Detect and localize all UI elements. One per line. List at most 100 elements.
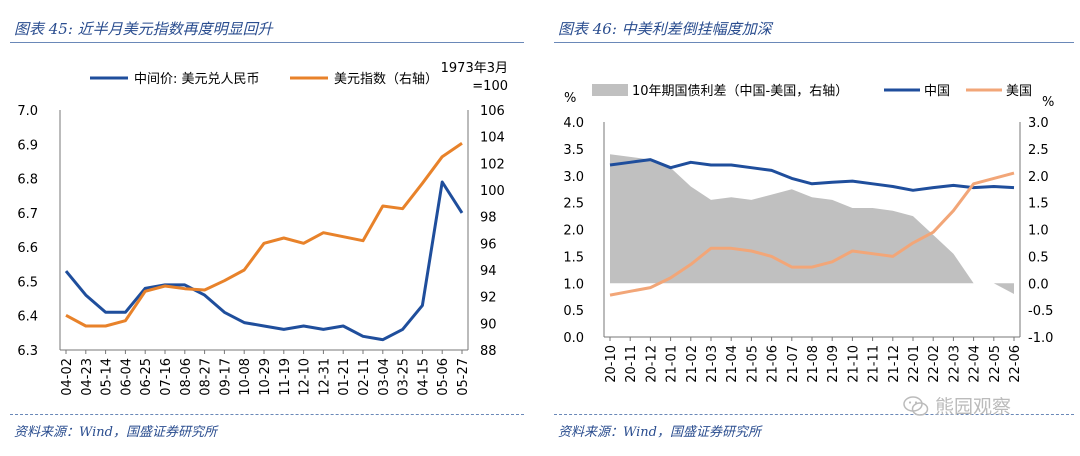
- y-right-tick-label: 96: [480, 237, 497, 252]
- y-left-tick-label: 6.3: [17, 344, 38, 359]
- y-left-tick-label: 0.0: [563, 331, 584, 346]
- x-tick-label: 22-03: [947, 345, 962, 383]
- y-right-tick-label: 92: [480, 291, 497, 306]
- y-right-tick-label: 100: [480, 184, 505, 199]
- x-tick-label: 05-06: [436, 358, 451, 396]
- x-tick-label: 21-11: [867, 345, 882, 383]
- x-tick-label: 08-27: [199, 358, 214, 396]
- y-right-tick-label: 98: [480, 211, 497, 226]
- wechat-icon: [903, 395, 929, 416]
- y-left-tick-label: 6.4: [17, 310, 38, 325]
- x-tick-label: 22-04: [968, 345, 983, 383]
- y-right-tick-label: 1.0: [1028, 224, 1049, 239]
- x-tick-label: 05-27: [456, 358, 471, 396]
- y-right-tick-label: 2.0: [1028, 170, 1049, 185]
- x-tick-label: 21-10: [846, 345, 861, 383]
- y-left-tick-label: 3.5: [563, 143, 584, 158]
- x-tick-label: 20-12: [644, 345, 659, 383]
- x-tick-label: 21-07: [786, 345, 801, 383]
- legend-label: 中国: [924, 84, 950, 99]
- legend-swatch: [592, 84, 628, 96]
- y-left-unit: %: [564, 91, 576, 106]
- x-tick-label: 05-14: [100, 358, 115, 396]
- x-tick-label: 21-04: [725, 345, 740, 383]
- y-right-tick-label: 0.0: [1028, 277, 1049, 292]
- x-tick-label: 21-09: [826, 345, 841, 383]
- right-chart: 0.0 0.5 1.0 1.5 2.0 2.5 3.0 3.5 4.0 -1.0 -0.5 0.0 0.…: [563, 84, 1054, 383]
- x-tick-label: 11-19: [278, 358, 293, 396]
- x-tick-label: 22-05: [988, 345, 1003, 383]
- watermark-text: 熊园观察: [935, 396, 1012, 418]
- right-title-rule: [554, 42, 1074, 43]
- x-tick-label: 21-02: [685, 345, 700, 383]
- y-left-tick-label: 1.0: [563, 277, 584, 292]
- y-right-tick-label: 3.0: [1028, 116, 1049, 131]
- y-left-tick-label: 1.5: [563, 250, 584, 265]
- x-tick-label: 22-01: [907, 345, 922, 383]
- watermark: 熊园观察: [903, 392, 1011, 419]
- y-left-tick-label: 6.6: [17, 241, 38, 256]
- y-right-unit-note: =100: [472, 79, 508, 94]
- x-tick-label: 21-12: [887, 345, 902, 383]
- right-source-rule: [554, 414, 1074, 415]
- x-tick-label: 12-10: [298, 358, 313, 396]
- x-tick-label: 04-02: [60, 358, 75, 396]
- x-tick-label: 10-08: [238, 358, 253, 396]
- y-left-tick-label: 6.8: [17, 173, 38, 188]
- x-tick-label: 21-01: [665, 345, 680, 383]
- y-right-unit-note: 1973年3月: [441, 61, 508, 76]
- right-panel-title: 图表 46: 中美利差倒挂幅度加深: [558, 20, 772, 38]
- left-source: 资料来源：Wind，国盛证券研究所: [14, 425, 217, 440]
- y-right-tick-label: 104: [480, 131, 505, 146]
- legend-label: 美元指数（右轴）: [334, 72, 438, 87]
- y-left-tick-label: 2.0: [563, 224, 584, 239]
- us-10y-yield-line: [609, 171, 1015, 297]
- y-left-tick-label: 3.0: [563, 170, 584, 185]
- x-tick-label: 08-06: [179, 358, 194, 396]
- legend-label: 10年期国债利差（中国-美国，右轴）: [632, 84, 848, 99]
- left-chart: 6.3 6.4 6.5 6.6 6.7 6.8 6.9 7.0 88 90 92 94 96 98 100 1…: [17, 61, 508, 396]
- right-source: 资料来源：Wind，国盛证券研究所: [558, 425, 761, 440]
- x-tick-label: 09-17: [218, 358, 233, 396]
- y-right-tick-label: 90: [480, 317, 497, 332]
- x-tick-label: 20-10: [604, 345, 619, 383]
- y-left-tick-label: 6.7: [17, 207, 38, 222]
- x-tick-label: 22-02: [927, 345, 942, 383]
- y-right-tick-label: -0.5: [1028, 304, 1053, 319]
- y-right-tick-label: 1.5: [1028, 197, 1049, 212]
- y-right-tick-label: 94: [480, 264, 497, 279]
- legend-label: 中间价: 美元兑人民币: [134, 72, 260, 87]
- y-left-tick-label: 4.0: [563, 116, 584, 131]
- x-tick-label: 12-31: [317, 358, 332, 396]
- y-left-tick-label: 6.9: [17, 138, 38, 153]
- x-tick-label: 21-03: [705, 345, 720, 383]
- dollar-index-line: [65, 142, 463, 328]
- y-left-tick-label: 2.5: [563, 197, 584, 212]
- legend-label: 美国: [1006, 84, 1032, 99]
- x-tick-label: 10-29: [258, 358, 273, 396]
- x-tick-label: 22-06: [1008, 345, 1023, 383]
- left-source-rule: [10, 414, 524, 415]
- left-panel-title: 图表 45: 近半月美元指数再度明显回升: [14, 20, 273, 38]
- y-right-tick-label: -1.0: [1028, 331, 1053, 346]
- y-left-tick-label: 0.5: [563, 304, 584, 319]
- left-title-rule: [10, 42, 524, 43]
- yield-spread-area: [610, 154, 1014, 294]
- x-tick-label: 03-04: [377, 358, 392, 396]
- y-left-tick-label: 7.0: [17, 104, 38, 119]
- x-tick-label: 07-16: [159, 358, 174, 396]
- y-left-tick-label: 6.5: [17, 275, 38, 290]
- y-right-tick-label: 88: [480, 344, 497, 359]
- x-tick-label: 06-25: [139, 358, 154, 396]
- y-right-tick-label: 0.5: [1028, 250, 1049, 265]
- x-tick-label: 21-06: [766, 345, 781, 383]
- y-right-tick-label: 102: [480, 157, 505, 172]
- x-tick-label: 04-23: [80, 358, 95, 396]
- x-tick-label: 02-11: [357, 358, 372, 396]
- y-right-unit: %: [1042, 95, 1054, 110]
- usd-cny-midpoint-line: [64, 180, 464, 342]
- x-tick-label: 03-25: [397, 358, 412, 396]
- china-10y-yield-line: [609, 158, 1015, 192]
- y-right-tick-label: 2.5: [1028, 143, 1049, 158]
- x-tick-label: 21-08: [806, 345, 821, 383]
